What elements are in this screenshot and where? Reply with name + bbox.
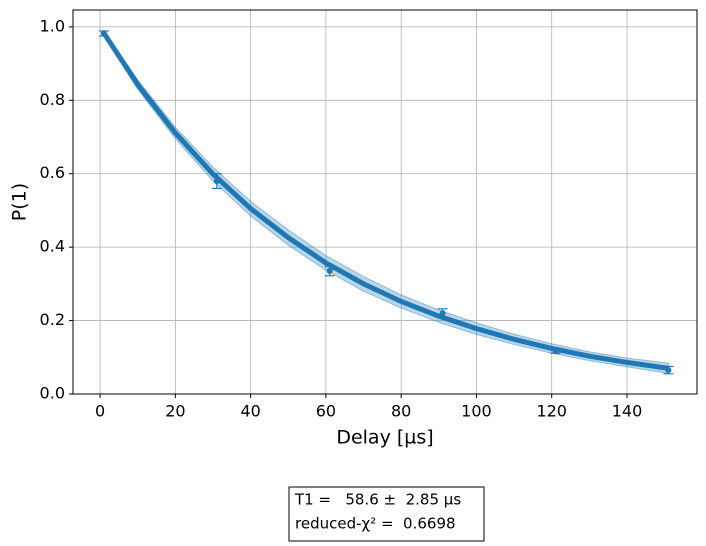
y-tick-label: 0.2 xyxy=(40,310,65,329)
x-tick-label: 140 xyxy=(612,402,643,421)
annotation-line: T1 = 58.6 ± 2.85 µs xyxy=(294,491,461,509)
x-axis-label: Delay [µs] xyxy=(336,427,433,449)
confidence-band xyxy=(103,28,669,375)
annotation-line: reduced-χ² = 0.6698 xyxy=(295,515,456,533)
x-tick-label: 120 xyxy=(536,402,567,421)
data-point xyxy=(439,310,446,317)
annotation-box xyxy=(288,486,485,542)
x-tick-label: 100 xyxy=(461,402,492,421)
y-tick-label: 0.0 xyxy=(40,384,65,403)
grid xyxy=(73,10,697,395)
x-tick-label: 0 xyxy=(95,402,105,421)
data-point xyxy=(100,30,107,37)
y-tick-label: 1.0 xyxy=(40,16,65,35)
y-tick-label: 0.6 xyxy=(40,163,65,182)
data-point xyxy=(213,178,220,185)
plot-frame xyxy=(72,9,698,395)
y-tick-label: 0.8 xyxy=(40,90,65,109)
marks xyxy=(98,28,674,375)
x-tick-label: 60 xyxy=(316,402,336,421)
y-axis-label: P(1) xyxy=(9,183,31,221)
x-tick-label: 80 xyxy=(391,402,411,421)
y-tick-label: 0.4 xyxy=(40,237,65,256)
data-point xyxy=(326,268,333,275)
fit-line xyxy=(101,31,669,371)
data-point xyxy=(552,347,559,354)
data-point xyxy=(665,367,672,374)
x-tick-label: 20 xyxy=(165,402,185,421)
x-tick-label: 40 xyxy=(240,402,260,421)
